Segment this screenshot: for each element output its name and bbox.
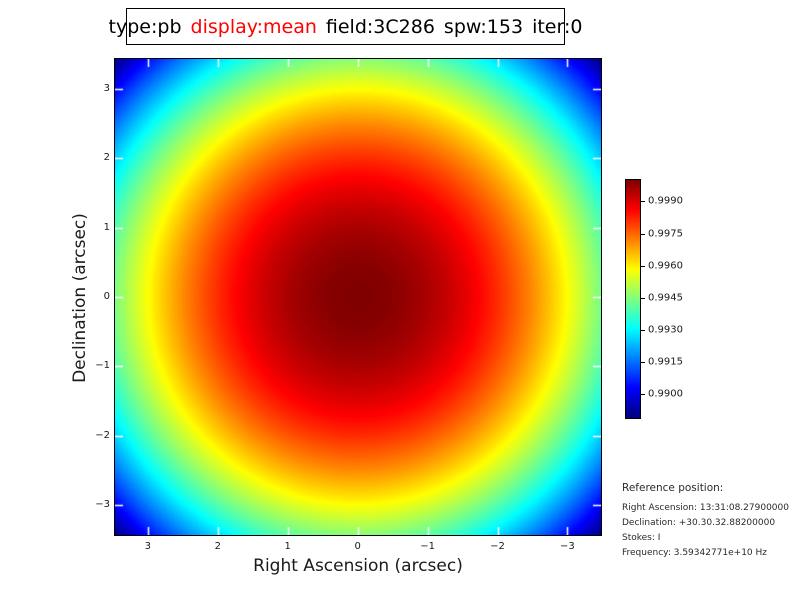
x-tick-label: −3 bbox=[560, 541, 575, 552]
y-tick-label: 1 bbox=[103, 221, 110, 233]
y-tick-label: 2 bbox=[103, 152, 110, 164]
x-tick-label: 0 bbox=[354, 541, 361, 552]
colorbar-tick-label: 0.9915 bbox=[648, 356, 683, 368]
colorbar bbox=[626, 180, 640, 418]
colorbar-tick-mark bbox=[641, 394, 645, 395]
colorbar-frame bbox=[625, 179, 641, 419]
colorbar-tick-mark bbox=[641, 201, 645, 202]
reference-frequency: Frequency: 3.59342771e+10 Hz bbox=[622, 548, 768, 558]
y-tick-label: −1 bbox=[95, 360, 110, 372]
primary-beam-heatmap bbox=[115, 59, 601, 535]
colorbar-tick-label: 0.9990 bbox=[648, 195, 683, 207]
title-segment-field: field:3C286 bbox=[325, 15, 435, 38]
reference-stokes: Stokes: I bbox=[622, 533, 661, 543]
colorbar-tick-label: 0.9975 bbox=[648, 228, 683, 240]
y-tick-label: −3 bbox=[95, 499, 110, 511]
x-tick-label: −2 bbox=[490, 541, 505, 552]
colorbar-tick-label: 0.9900 bbox=[648, 388, 683, 400]
reference-position-title: Reference position: bbox=[622, 482, 724, 494]
title-segment-iter: iter:0 bbox=[532, 15, 583, 38]
colorbar-tick-label: 0.9930 bbox=[648, 324, 683, 336]
colorbar-tick-mark bbox=[641, 298, 645, 299]
x-tick-label: 1 bbox=[284, 541, 291, 552]
y-tick-label: 0 bbox=[103, 291, 110, 302]
title-segment-type: type:pb bbox=[108, 15, 182, 38]
reference-dec: Declination: +30.30.32.88200000 bbox=[622, 518, 776, 528]
colorbar-tick-mark bbox=[641, 362, 645, 363]
title-segment-display: display:mean bbox=[190, 15, 317, 38]
colorbar-tick-mark bbox=[641, 234, 645, 235]
colorbar-tick-mark bbox=[641, 266, 645, 267]
colorbar-tick-label: 0.9960 bbox=[648, 260, 683, 272]
x-tick-label: 3 bbox=[144, 541, 152, 552]
reference-position-block: Reference position: Right Ascension: 13:… bbox=[622, 482, 789, 561]
plot-title-box: type:pb display:mean field:3C286 spw:153 ite… bbox=[109, 8, 582, 45]
beam-image-frame bbox=[114, 58, 602, 536]
x-tick-label: 2 bbox=[214, 541, 221, 552]
x-tick-label: −1 bbox=[420, 541, 435, 552]
title-segment-spw: spw:153 bbox=[443, 15, 524, 38]
y-tick-label: 3 bbox=[103, 82, 110, 94]
y-tick-label: −2 bbox=[95, 429, 110, 441]
y-axis-label: Declination (arcsec) bbox=[70, 213, 90, 383]
colorbar-tick-mark bbox=[641, 330, 645, 331]
x-axis-label: Right Ascension (arcsec) bbox=[253, 556, 463, 576]
reference-ra: Right Ascension: 13:31:08.27900000 bbox=[622, 503, 789, 513]
colorbar-tick-label: 0.9945 bbox=[648, 292, 683, 304]
